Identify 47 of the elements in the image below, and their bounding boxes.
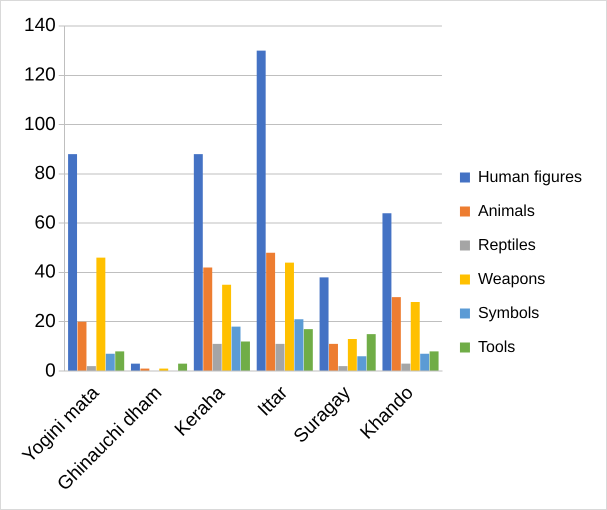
legend-label: Tools [478,338,516,356]
bar [329,344,338,371]
bar [115,351,124,371]
bar [338,366,348,371]
bar [420,354,430,371]
legend-label: Human figures [478,168,582,186]
bar [86,366,96,371]
bar [78,322,86,371]
y-tick-label: 0 [45,360,56,382]
bar [256,50,266,371]
bar [382,213,392,371]
bar [276,344,285,371]
bar [320,277,329,371]
bar [266,252,276,371]
bar [348,339,357,371]
bar [106,354,115,371]
legend-label: Symbols [478,304,540,322]
bar [410,302,420,371]
x-tick-label: Ittar [254,382,292,420]
y-tick-label: 20 [34,310,56,332]
y-tick-label: 40 [34,262,56,283]
bar [232,326,241,371]
bar [203,268,212,371]
bar [285,262,294,371]
legend-label: Animals [478,202,535,220]
y-tick-label: 120 [24,64,56,86]
bar [366,334,376,371]
bar [430,351,439,371]
bar [294,319,304,371]
bar [68,154,78,371]
bar [222,284,232,371]
legend-label: Reptiles [478,236,536,254]
bar [304,329,313,371]
bar [212,344,222,371]
bar [178,364,188,371]
bar [401,364,410,371]
y-tick-label: 140 [24,15,56,36]
bar [194,154,203,371]
bar [357,356,366,371]
bar [240,341,250,371]
bar [392,297,401,371]
y-tick-label: 80 [34,163,56,184]
y-tick-label: 60 [34,212,56,234]
bar [130,364,140,371]
legend-label: Weapons [478,270,546,288]
y-tick-label: 100 [24,114,56,135]
bar [96,258,106,371]
